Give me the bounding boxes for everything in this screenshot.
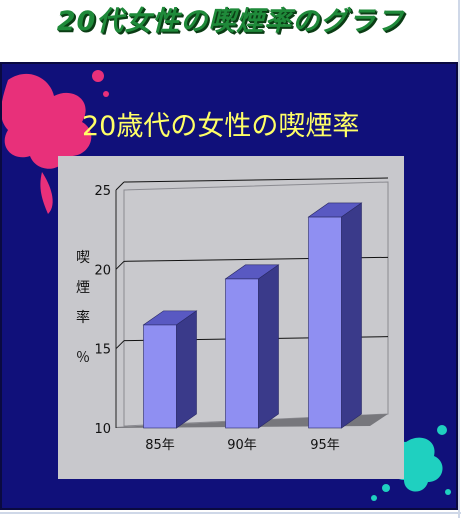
y-axis-label-char: 喫 bbox=[76, 250, 90, 266]
y-tick-labels: 10 15 20 25 bbox=[94, 184, 111, 437]
bars bbox=[142, 202, 363, 429]
pink-paint-splash bbox=[1, 70, 109, 214]
bar bbox=[224, 264, 280, 429]
y-tick-label: 25 bbox=[94, 184, 111, 199]
chart-slide: 20歳代の女性の喫煙率 10 15 20 25 喫煙率 ％ 85年 90年 95年 bbox=[0, 62, 458, 510]
gridline bbox=[123, 177, 389, 183]
right-edge-line bbox=[458, 0, 460, 518]
y-axis-label-char: 率 bbox=[76, 309, 90, 326]
gridline-depth bbox=[115, 340, 125, 350]
x-tick-label: 95年 bbox=[310, 438, 340, 453]
x-tick-label: 90年 bbox=[227, 438, 257, 453]
y-axis-label-char: ％ bbox=[76, 350, 90, 366]
gridline-depth bbox=[115, 181, 125, 191]
y-tick-label: 10 bbox=[94, 422, 111, 437]
bar bbox=[142, 310, 198, 429]
y-tick-label: 15 bbox=[94, 343, 111, 358]
x-tick-labels: 85年 90年 95年 bbox=[145, 438, 340, 453]
chart-svg: 20歳代の女性の喫煙率 10 15 20 25 喫煙率 ％ 85年 90年 95年 bbox=[1, 64, 456, 508]
chart-title: 20歳代の女性の喫煙率 bbox=[82, 111, 359, 142]
y-axis-label: 喫煙率 ％ bbox=[76, 250, 90, 366]
bar bbox=[307, 202, 363, 429]
page-heading: 20代女性の喫煙率のグラフ bbox=[56, 6, 405, 37]
bottom-edge-line bbox=[0, 512, 461, 514]
teal-paint-splash bbox=[371, 425, 451, 501]
x-tick-label: 85年 bbox=[145, 438, 175, 453]
gridline-depth bbox=[115, 260, 125, 270]
y-axis-label-char: 煙 bbox=[76, 280, 90, 296]
y-tick-label: 20 bbox=[94, 263, 111, 278]
